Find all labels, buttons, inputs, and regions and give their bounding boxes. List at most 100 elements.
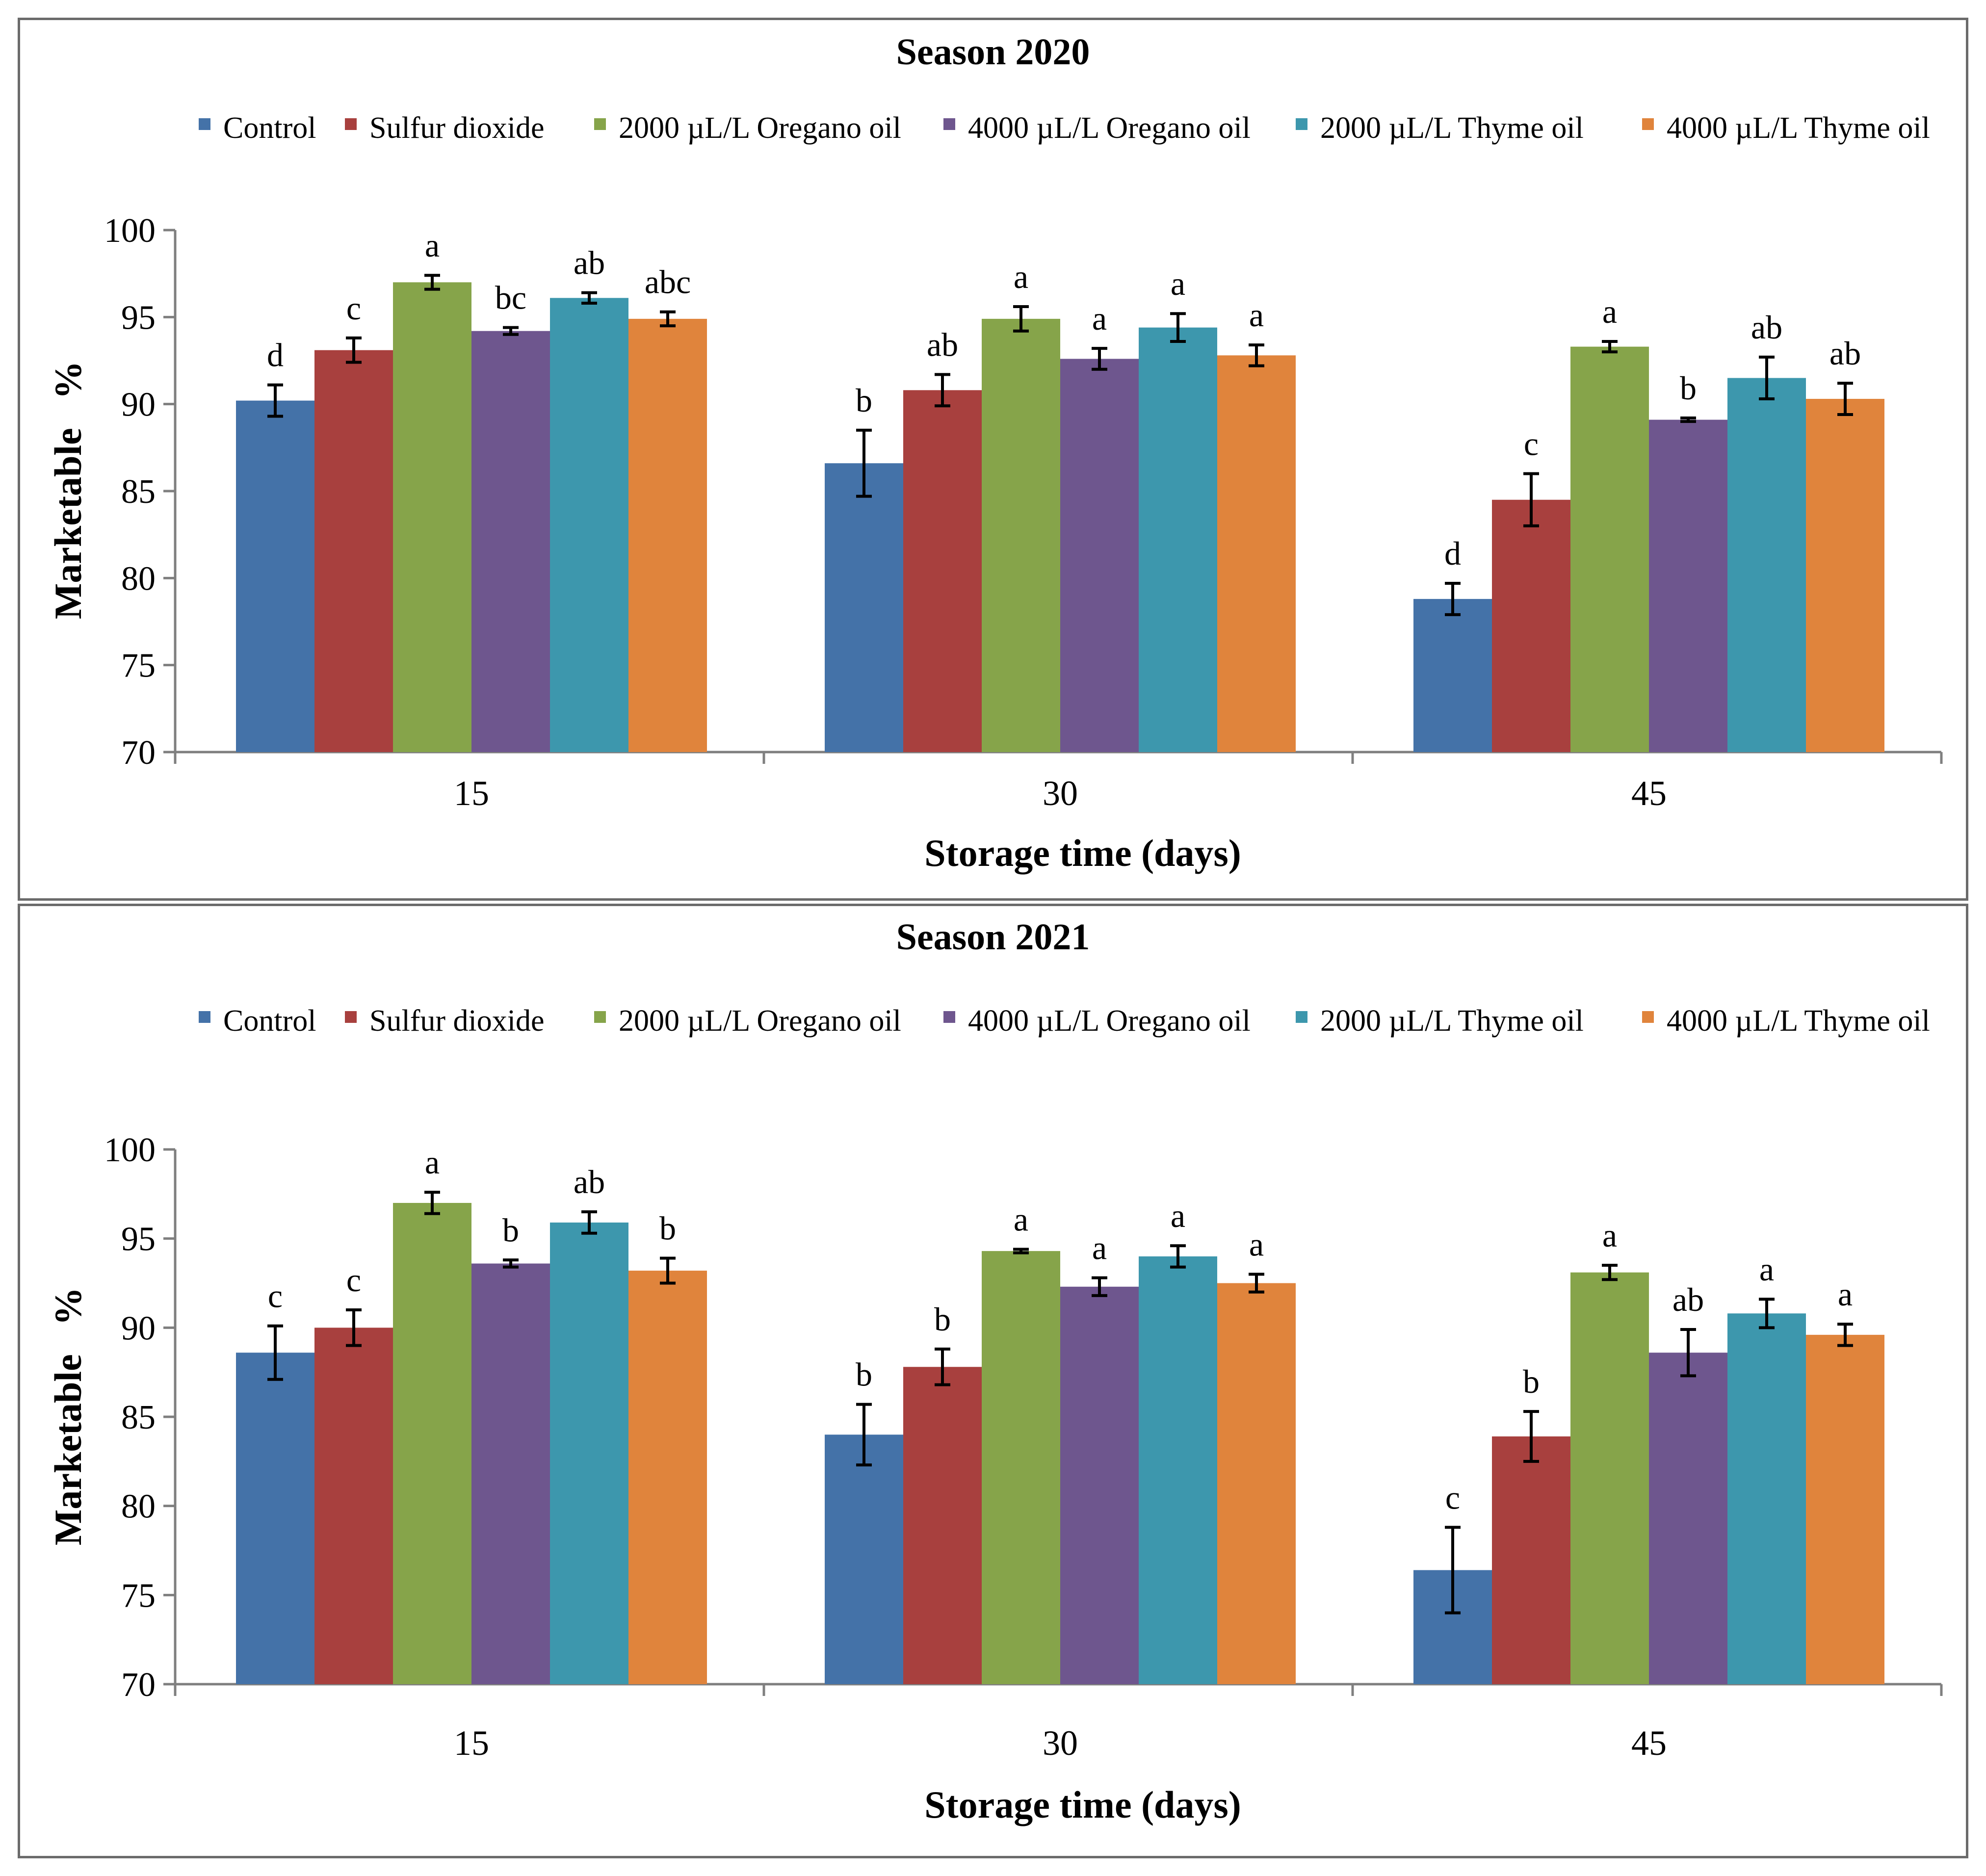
season-2021-error-bar-5-2: [1837, 1323, 1853, 1347]
season-2020-error-bar-4-2: [1759, 355, 1775, 401]
season-2020-legend-label-2: 2000 µL/L Oregano oil: [619, 111, 901, 145]
season-2020-bar-2-2: [1570, 346, 1649, 752]
season-2021-bar-3-1: [1060, 1286, 1139, 1684]
season-2020-significance-letter-3-2: b: [1680, 369, 1697, 407]
season-2020-error-bar-1-0: [346, 336, 362, 364]
season-2020-bar-3-2: [1649, 419, 1727, 752]
season-2020-y-tick-label-6: 100: [104, 212, 156, 250]
season-2020-error-bar-2-0: [424, 274, 440, 291]
season-2021-y-tick-label-3: 85: [121, 1399, 156, 1436]
season-2021-bar-1-2: [1492, 1436, 1570, 1684]
season-2021-y-axis-label: Marketable %: [47, 1287, 89, 1545]
chart-panel-season-2021: Season 2021 Control Sulfur dioxide 2000 µL/…: [18, 904, 1968, 1858]
season-2021-significance-letter-0-0: c: [268, 1277, 283, 1315]
season-2020-significance-letter-3-0: bc: [495, 279, 526, 316]
season-2021-error-bar-1-0: [346, 1308, 362, 1347]
season-2020-error-bar-3-2: [1680, 417, 1696, 423]
season-2021-significance-letter-1-2: b: [1523, 1363, 1540, 1400]
season-2020-legend-swatch-3: [943, 118, 955, 130]
season-2020-y-tick-label-2: 80: [121, 560, 156, 598]
season-2020-x-axis-label: Storage time (days): [924, 832, 1241, 874]
season-2021-y-tick-label-1: 75: [121, 1577, 156, 1615]
season-2021-error-bar-0-0: [267, 1324, 283, 1381]
season-2020-y-tick-label-1: 75: [121, 647, 156, 685]
season-2020-legend-label-4: 2000 µL/L Thyme oil: [1320, 111, 1584, 145]
season-2020-error-bar-1-1: [935, 373, 950, 408]
season-2020-error-bar-5-1: [1249, 343, 1264, 367]
season-2020-legend-label-1: Sulfur dioxide: [369, 111, 544, 145]
season-2020-bar-0-1: [825, 463, 903, 752]
season-2021-legend-swatch-4: [1296, 1011, 1307, 1023]
chart-svg-season-2021: Season 2021 Control Sulfur dioxide 2000 µL/…: [47, 916, 1943, 1826]
season-2021-y-tick-label-4: 90: [121, 1309, 156, 1347]
season-2020-significance-letter-4-1: a: [1171, 265, 1185, 302]
season-2021-legend-swatch-5: [1642, 1011, 1654, 1023]
season-2020-legend-swatch-1: [345, 118, 357, 130]
season-2021-legend-label-1: Sulfur dioxide: [369, 1004, 544, 1038]
season-2021-bar-5-2: [1806, 1334, 1884, 1684]
season-2021-error-bar-0-1: [856, 1403, 872, 1467]
season-2021-significance-letter-3-0: b: [502, 1211, 519, 1249]
season-2021-error-bar-4-1: [1170, 1244, 1186, 1269]
season-2021-significance-letter-0-1: b: [856, 1356, 872, 1393]
season-2020-error-bar-5-2: [1837, 382, 1853, 416]
season-2020-error-bar-0-0: [267, 383, 283, 418]
season-2021-significance-letter-4-1: a: [1171, 1197, 1185, 1234]
season-2020-bar-1-1: [903, 390, 982, 752]
season-2020-significance-letter-5-2: ab: [1829, 335, 1861, 372]
season-2020-bar-4-1: [1139, 327, 1217, 752]
season-2021-error-bar-2-0: [424, 1191, 440, 1215]
season-2021-error-bar-1-2: [1523, 1410, 1539, 1463]
season-2021-x-tick-label-2: 45: [1631, 1723, 1667, 1763]
season-2021-x-tick-label-0: 15: [454, 1723, 489, 1763]
season-2020-significance-letter-1-0: c: [346, 289, 361, 327]
season-2021-bar-0-1: [825, 1434, 903, 1684]
season-2020-legend-label-3: 4000 µL/L Oregano oil: [968, 111, 1251, 145]
season-2020-y-tick-label-5: 95: [121, 299, 156, 337]
season-2020-significance-letter-2-2: a: [1602, 293, 1617, 330]
season-2021-y-tick-label-0: 70: [121, 1666, 156, 1704]
season-2021-legend-swatch-2: [594, 1011, 606, 1023]
season-2020-error-bar-1-2: [1523, 472, 1539, 527]
season-2021-y-tick-label-2: 80: [121, 1488, 156, 1526]
season-2021-error-bar-5-1: [1249, 1273, 1264, 1294]
season-2020-bar-0-2: [1413, 599, 1492, 752]
season-2021-bar-0-0: [236, 1353, 314, 1684]
season-2020-error-bar-3-0: [503, 326, 519, 336]
season-2020-x-tick-label-2: 45: [1631, 774, 1667, 813]
season-2021-bar-3-2: [1649, 1353, 1727, 1684]
season-2020-bar-5-1: [1217, 355, 1296, 752]
season-2021-bar-2-0: [393, 1203, 471, 1684]
season-2020-significance-letter-0-1: b: [856, 382, 872, 419]
season-2021-significance-letter-3-1: a: [1092, 1229, 1107, 1267]
season-2020-significance-letter-4-2: ab: [1751, 309, 1782, 346]
season-2021-y-tick-label-5: 95: [121, 1221, 156, 1258]
season-2020-chart-title: Season 2020: [896, 31, 1090, 73]
season-2021-error-bar-2-1: [1013, 1248, 1029, 1254]
season-2020-error-bar-3-1: [1092, 347, 1107, 371]
season-2020-y-tick-label-3: 85: [121, 473, 156, 511]
season-2020-legend-swatch-2: [594, 118, 606, 130]
season-2021-bar-5-1: [1217, 1283, 1296, 1684]
season-2021-error-bar-3-0: [503, 1258, 519, 1269]
season-2020-bar-3-1: [1060, 359, 1139, 752]
season-2021-significance-letter-2-0: a: [425, 1144, 440, 1181]
season-2020-significance-letter-5-0: abc: [645, 263, 691, 301]
season-2021-significance-letter-3-2: ab: [1672, 1281, 1704, 1318]
season-2020-x-tick-label-1: 30: [1043, 774, 1078, 813]
season-2020-bar-1-2: [1492, 499, 1570, 752]
season-2021-significance-letter-2-2: a: [1602, 1217, 1617, 1254]
season-2020-bar-2-0: [393, 282, 471, 752]
season-2021-bar-4-2: [1727, 1313, 1806, 1684]
season-2021-error-bar-4-2: [1759, 1298, 1775, 1329]
season-2020-significance-letter-2-0: a: [425, 227, 440, 264]
season-2020-bar-0-0: [236, 400, 314, 752]
season-2020-legend-swatch-0: [199, 118, 210, 130]
season-2020-bar-5-2: [1806, 399, 1884, 752]
season-2021-x-axis-label: Storage time (days): [924, 1783, 1241, 1826]
season-2020-error-bar-0-2: [1445, 581, 1461, 616]
season-2021-bar-1-1: [903, 1367, 982, 1684]
season-2021-error-bar-1-1: [935, 1347, 950, 1386]
season-2021-legend-label-0: Control: [223, 1004, 316, 1038]
season-2021-significance-letter-0-2: c: [1445, 1479, 1460, 1516]
